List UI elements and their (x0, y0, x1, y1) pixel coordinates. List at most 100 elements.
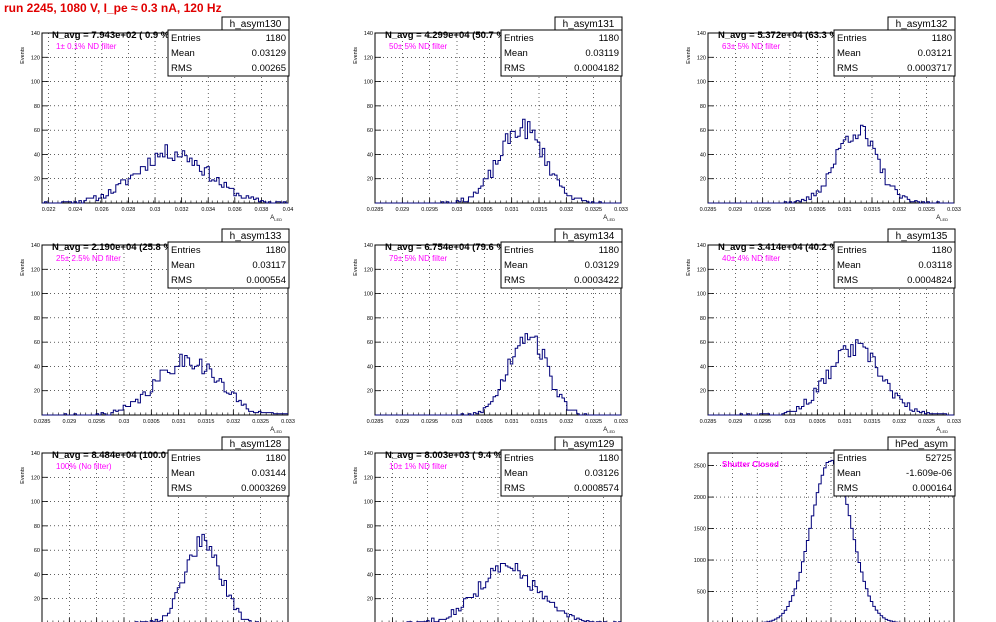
histogram-line-h_asym135 (708, 339, 954, 416)
histogram-panel-h_asym130: 0.022 0.024 0.026 0.028 0.03 0.032 0.034 0.036 0… (20, 16, 294, 222)
stats-label-rms: RMS (171, 275, 192, 286)
y-tick-label: 40 (34, 364, 40, 370)
annotation-label: 79± 5% ND filter (389, 254, 448, 263)
navg-label: N_avg = 8.003e+03 ( 9.4 %) (385, 450, 505, 461)
stats-label-mean: Mean (837, 468, 861, 479)
histogram-panel-h_asym135: 0.0285 0.029 0.0295 0.03 0.0305 0.031 0.0315 0.… (686, 228, 961, 434)
y-tick-label: 20 (367, 389, 373, 395)
x-tick-label: 0.0285 (367, 419, 384, 425)
plot-frame (707, 32, 955, 204)
x-tick-label: 0.03 (785, 419, 796, 425)
histogram-line-h_asym129 (406, 563, 621, 622)
y-tick-label: 40 (34, 572, 40, 578)
plot-frame (41, 244, 289, 416)
stats-box (167, 241, 290, 289)
stats-label-mean: Mean (171, 260, 195, 271)
stats-title: hPed_asym (895, 439, 948, 450)
x-axis-title: ALED (270, 427, 282, 434)
stats-value-rms: 0.000554 (246, 275, 286, 286)
stats-box (500, 241, 623, 289)
x-tick-label: 0.028 (122, 207, 136, 213)
x-tick-label: 0.0285 (34, 419, 51, 425)
x-tick-label: 0.033 (281, 419, 295, 425)
stats-value-mean: 0.03126 (585, 468, 619, 479)
stats-label-entries: Entries (171, 245, 201, 256)
y-tick-label: 2000 (694, 495, 706, 501)
annotation-label: 10± 1% ND filter (389, 462, 448, 471)
stats-value-rms: 0.0003422 (574, 275, 619, 286)
stats-value-mean: 0.03119 (585, 48, 619, 59)
y-tick-label: 2500 (694, 464, 706, 470)
x-tick-label: 0.0305 (809, 419, 826, 425)
y-tick-label: 40 (700, 152, 706, 158)
stats-label-entries: Entries (837, 453, 867, 464)
navg-label: N_avg = 3.414e+04 (40.2 %) (718, 242, 841, 253)
y-tick-label: 100 (364, 500, 373, 506)
y-tick-label: 20 (700, 177, 706, 183)
y-tick-label: 40 (34, 152, 40, 158)
x-tick-label: 0.03 (452, 419, 463, 425)
y-tick-label: 80 (34, 316, 40, 322)
stats-title: h_asym133 (230, 231, 282, 242)
x-tick-label: 0.0295 (88, 419, 105, 425)
stats-value-entries: 1180 (266, 453, 286, 464)
x-tick-label: 0.0325 (252, 419, 269, 425)
histogram-panel-h_asym134: 0.0285 0.029 0.0295 0.03 0.0305 0.031 0.0315 0.… (353, 228, 628, 434)
plot-frame (374, 244, 622, 416)
x-tick-label: 0.0315 (531, 207, 548, 213)
stats-label-mean: Mean (171, 468, 195, 479)
y-tick-label: 500 (697, 590, 706, 596)
stats-value-entries: 1180 (932, 245, 952, 256)
x-tick-label: 0.0325 (585, 207, 602, 213)
histogram-line-h_asym132 (708, 124, 954, 204)
x-tick-label: 0.0315 (864, 207, 881, 213)
x-tick-label: 0.029 (62, 419, 76, 425)
x-tick-label: 0.0295 (421, 419, 438, 425)
annotation-label: 25± 2.5% ND filter (56, 254, 121, 263)
x-tick-label: 0.031 (838, 207, 852, 213)
y-tick-label: 60 (367, 128, 373, 134)
x-tick-label: 0.0305 (476, 419, 493, 425)
y-tick-label: 40 (700, 364, 706, 370)
y-tick-label: 140 (364, 243, 373, 249)
stats-value-rms: 0.0003717 (907, 63, 952, 74)
x-tick-label: 0.04 (283, 207, 294, 213)
x-tick-label: 0.0285 (700, 419, 717, 425)
annotation-label: 1± 0.1% ND filter (56, 42, 117, 51)
y-tick-label: 120 (31, 267, 40, 273)
y-tick-label: 80 (367, 524, 373, 530)
histogram-line-h_asym131 (375, 118, 621, 204)
y-tick-label: 20 (367, 177, 373, 183)
x-tick-label: 0.0325 (585, 419, 602, 425)
stats-label-rms: RMS (171, 63, 192, 74)
y-tick-label: 20 (34, 177, 40, 183)
annotation-label: 63± 5% ND filter (722, 42, 781, 51)
stats-value-entries: 1180 (932, 33, 952, 44)
stats-box (833, 449, 956, 497)
x-tick-label: 0.031 (505, 419, 519, 425)
stats-label-rms: RMS (504, 275, 525, 286)
stats-title: h_asym130 (230, 19, 282, 30)
stats-value-rms: 0.0004824 (907, 275, 952, 286)
histogram-line-h_asym133 (42, 353, 288, 416)
stats-value-entries: 1180 (266, 33, 286, 44)
y-tick-label: 80 (700, 104, 706, 110)
y-tick-label: 120 (364, 55, 373, 61)
histogram-line-hPed_asym (761, 459, 901, 622)
y-tick-label: 100 (697, 292, 706, 298)
stats-label-mean: Mean (504, 48, 528, 59)
x-tick-label: 0.038 (255, 207, 269, 213)
x-tick-label: 0.032 (892, 207, 906, 213)
stats-box (500, 449, 623, 497)
stats-box (833, 241, 956, 289)
y-tick-label: 100 (364, 292, 373, 298)
x-tick-label: 0.0295 (754, 419, 771, 425)
x-tick-label: 0.031 (505, 207, 519, 213)
x-tick-label: 0.029 (395, 419, 409, 425)
stats-label-mean: Mean (171, 48, 195, 59)
stats-title: h_asym129 (563, 439, 615, 450)
histogram-panel-hPed_asym: -0.001-0.0008-0.0006-0.0004-0.000200.000… (694, 436, 956, 622)
x-tick-label: 0.03 (119, 419, 130, 425)
stats-value-mean: 0.03118 (918, 260, 952, 271)
